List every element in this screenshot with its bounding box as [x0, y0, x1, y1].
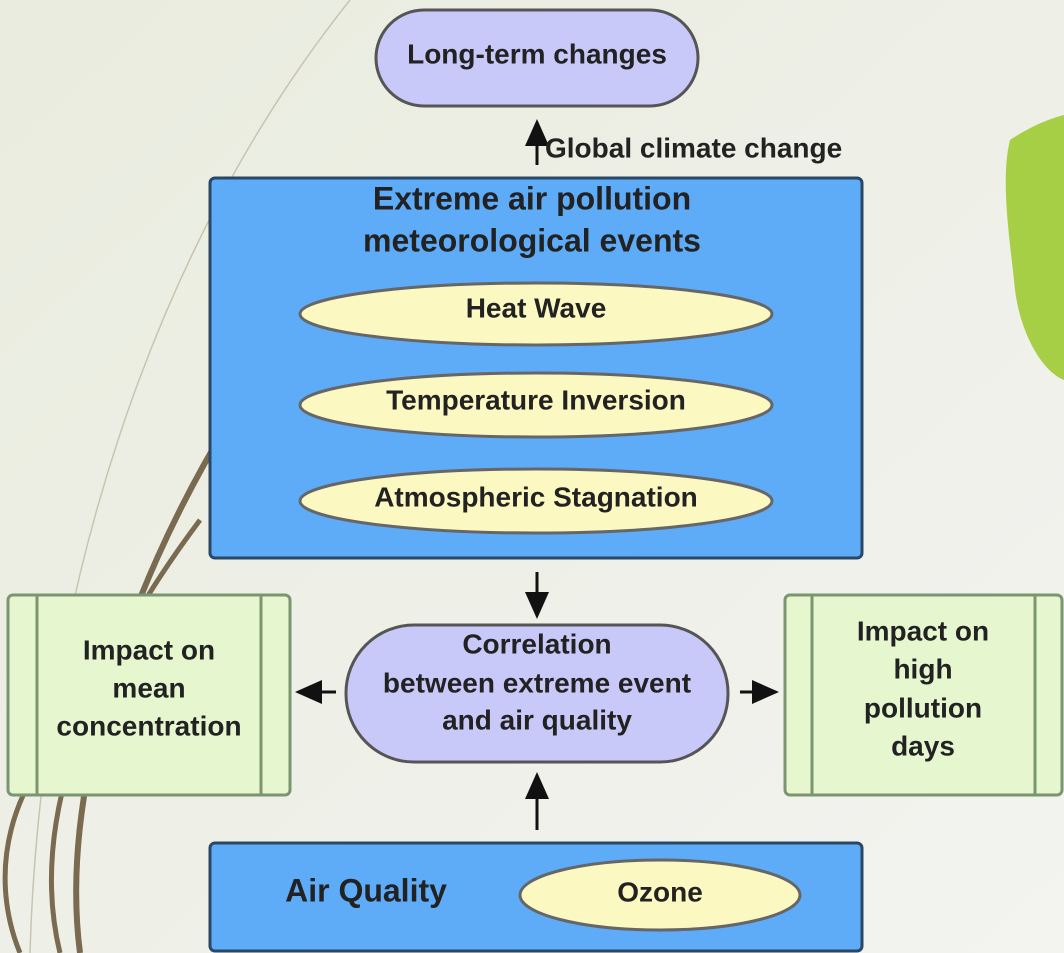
edge-label: Global climate change [545, 132, 842, 163]
node-label: mean [112, 672, 185, 703]
node-label: Correlation [462, 628, 611, 659]
node-label: and air quality [442, 704, 632, 735]
item-label: Ozone [617, 876, 703, 907]
node-label: pollution [864, 692, 982, 723]
node-label: Impact on [83, 634, 215, 665]
item-label: Atmospheric Stagnation [374, 481, 698, 512]
item-label: Temperature Inversion [386, 384, 686, 415]
node-label: concentration [56, 710, 241, 741]
node-label: Impact on [857, 615, 989, 646]
diagram: Long-term changes Global climate change … [0, 0, 1064, 953]
node-label: Air Quality [285, 872, 447, 908]
node-label: Long-term changes [407, 38, 667, 69]
item-label: Heat Wave [466, 292, 607, 323]
node-label: days [891, 730, 955, 761]
node-label: high [893, 653, 952, 684]
node-label: Extreme air pollution [373, 180, 691, 216]
node-label: meteorological events [363, 222, 701, 258]
node-label: between extreme event [383, 667, 691, 698]
